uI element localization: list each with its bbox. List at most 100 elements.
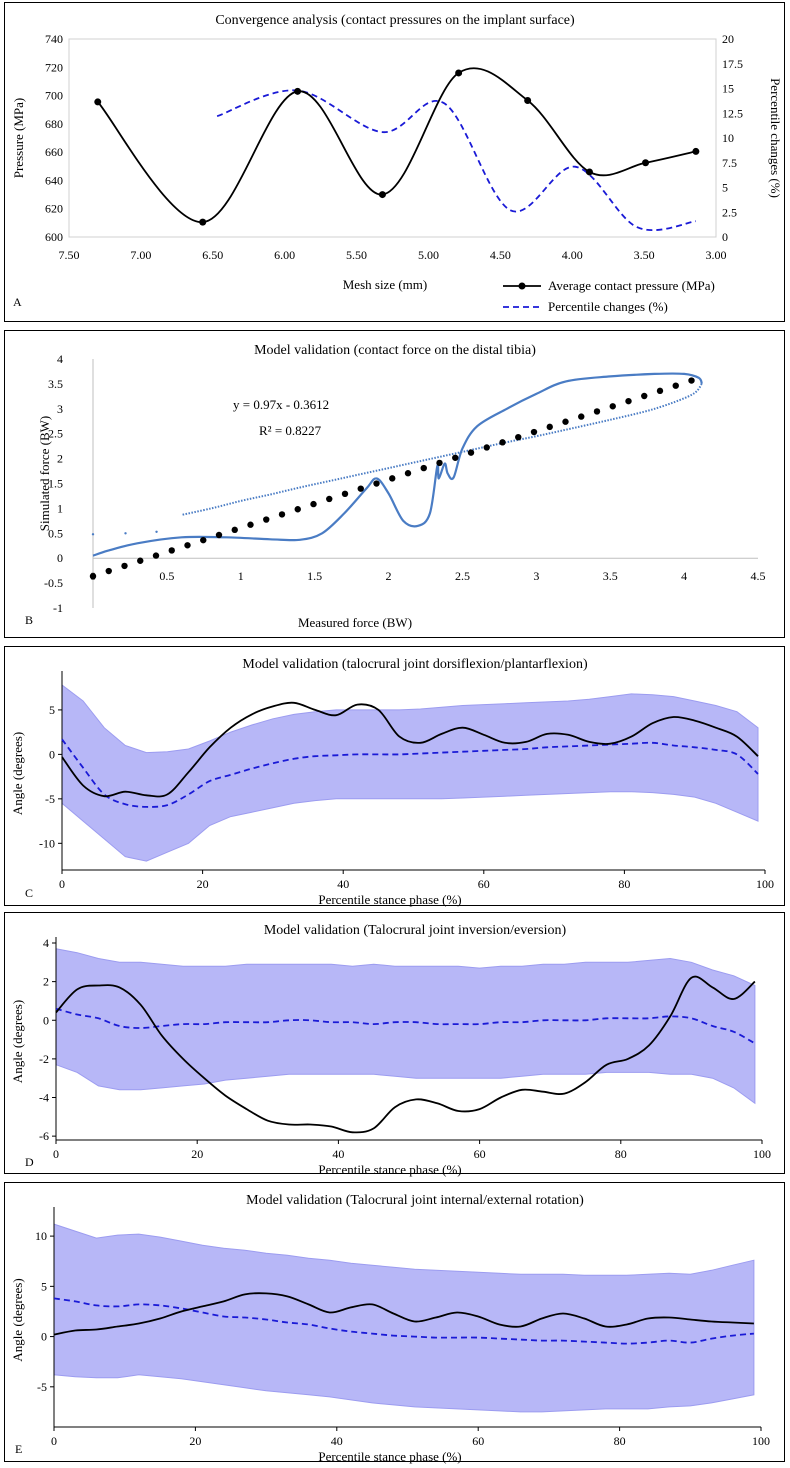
trendline-dot — [341, 490, 349, 498]
x-tick-label: 100 — [753, 1147, 771, 1161]
x-tick-label: 4.00 — [562, 248, 583, 262]
y-tick-label: -6 — [39, 1129, 49, 1143]
trendline-dot — [593, 408, 601, 415]
trendline-dot — [562, 418, 569, 425]
x-tick-label: 2.5 — [455, 569, 470, 583]
y-axis-label: Angle (degrees) — [10, 1000, 25, 1083]
trendline-dot — [609, 403, 616, 410]
x-tick-label: 6.50 — [202, 248, 223, 262]
x-tick-label: 4 — [681, 569, 687, 583]
trendline-dot — [184, 542, 191, 549]
y-tick-label: 620 — [45, 202, 63, 216]
chart-title: Model validation (talocrural joint dorsi… — [242, 657, 588, 672]
x-tick-label: 2 — [386, 569, 392, 583]
y-tick-label: 0 — [41, 1330, 47, 1344]
y-tick-label: 640 — [45, 173, 63, 187]
y-tick-label: 4 — [57, 352, 63, 366]
trendline-dot — [672, 382, 679, 389]
y-tick-label: -1 — [53, 601, 63, 615]
y2-tick-label: 12.5 — [722, 106, 743, 120]
x-tick-label: 60 — [472, 1434, 484, 1448]
y-tick-label: 740 — [45, 32, 63, 46]
x-tick-label: 100 — [756, 877, 774, 891]
panel-c-dorsiflexion-chart: Model validation (talocrural joint dorsi… — [4, 646, 785, 907]
x-tick-label: 60 — [478, 877, 490, 891]
y2-tick-label: 0 — [722, 230, 728, 244]
y-tick-label: 600 — [45, 230, 63, 244]
x-tick-label: 0 — [51, 1434, 57, 1448]
y-tick-label: 720 — [45, 60, 63, 74]
panel-d-inversion-chart: Model validation (Talocrural joint inver… — [4, 912, 785, 1177]
x-tick-label: 80 — [618, 877, 630, 891]
trendline-dot — [389, 475, 396, 482]
convergence-chart-svg: Convergence analysis (contact pressures … — [11, 13, 783, 314]
chart-title: Model validation (Talocrural joint inver… — [264, 923, 567, 938]
trendline-dot — [578, 413, 585, 420]
y2-tick-label: 2.5 — [722, 205, 737, 219]
panel-b-contact-force-chart: Model validation (contact force on the d… — [4, 330, 785, 638]
trendline-dot — [121, 562, 128, 570]
data-point-marker — [524, 97, 532, 105]
trendline-dot — [499, 439, 506, 446]
y-tick-label: 10 — [35, 1229, 47, 1243]
trendline-dot — [294, 506, 301, 513]
trendline-dot — [168, 547, 175, 554]
trendline-dot — [452, 454, 459, 461]
y-tick-label: 3.5 — [48, 377, 63, 391]
panel-letter: D — [25, 1155, 34, 1169]
trendline-dot — [656, 387, 664, 395]
x-tick-label: 1 — [238, 569, 244, 583]
x-tick-label: 0 — [53, 1147, 59, 1161]
y-tick-label: -10 — [39, 836, 55, 850]
legend-label-average: Average contact pressure (MPa) — [548, 278, 715, 293]
sparse-data-point — [91, 533, 95, 536]
x-tick-label: 1.5 — [307, 569, 322, 583]
trendline-dot — [530, 428, 538, 436]
trendline-dot — [152, 552, 160, 559]
y-tick-label: -4 — [39, 1091, 49, 1105]
sparse-data-point — [124, 532, 127, 535]
y-tick-label: 700 — [45, 89, 63, 103]
x-tick-label: 80 — [615, 1147, 627, 1161]
trendline-dot — [404, 470, 412, 477]
y-tick-label: 0.5 — [48, 526, 63, 540]
data-point-marker — [585, 168, 593, 176]
y-tick-label: -2 — [39, 1052, 49, 1066]
x-tick-label: 60 — [474, 1147, 486, 1161]
chart-title: Convergence analysis (contact pressures … — [215, 13, 575, 28]
series-line-average-pressure — [97, 67, 697, 224]
x-tick-label: 3.5 — [603, 569, 618, 583]
trendline-dot — [625, 397, 632, 405]
x-tick-label: 3.50 — [634, 248, 655, 262]
panel-letter: E — [15, 1442, 22, 1456]
y-tick-label: -0.5 — [44, 576, 63, 590]
y-axis-label: Pressure (MPa) — [11, 98, 26, 179]
x-tick-label: 80 — [614, 1434, 626, 1448]
series-line-mean — [53, 1297, 754, 1345]
x-axis-label: Percentile stance phase (%) — [318, 1449, 461, 1464]
contact-force-chart-svg: Model validation (contact force on the d… — [25, 343, 766, 630]
x-tick-label: 3.00 — [706, 248, 727, 262]
series-line-percentile-changes — [216, 89, 697, 232]
data-point-marker — [642, 159, 650, 167]
r-squared-label: R² = 0.8227 — [259, 423, 322, 438]
y2-tick-label: 7.5 — [722, 156, 737, 170]
rotation-chart-svg: Model validation (Talocrural joint inter… — [10, 1193, 770, 1464]
loop-curve-upper — [92, 372, 703, 557]
data-point-marker — [378, 191, 386, 199]
data-point-marker — [294, 87, 302, 95]
y-tick-label: 680 — [45, 117, 63, 131]
plot-area-frame — [68, 38, 717, 238]
trendline-dot — [215, 531, 223, 539]
y-tick-label: 0 — [57, 551, 63, 565]
trendline-dot — [89, 572, 97, 580]
trendline-dot — [200, 536, 207, 544]
y2-tick-label: 5 — [722, 181, 728, 195]
x-axis-label: Mesh size (mm) — [343, 277, 427, 292]
trendline-dot — [483, 444, 490, 451]
y-tick-label: 3 — [57, 402, 63, 416]
trendline-dot — [436, 459, 443, 467]
x-axis-label: Percentile stance phase (%) — [318, 892, 461, 907]
y-tick-label: 0 — [43, 1013, 49, 1027]
y-tick-label: -5 — [37, 1380, 47, 1394]
